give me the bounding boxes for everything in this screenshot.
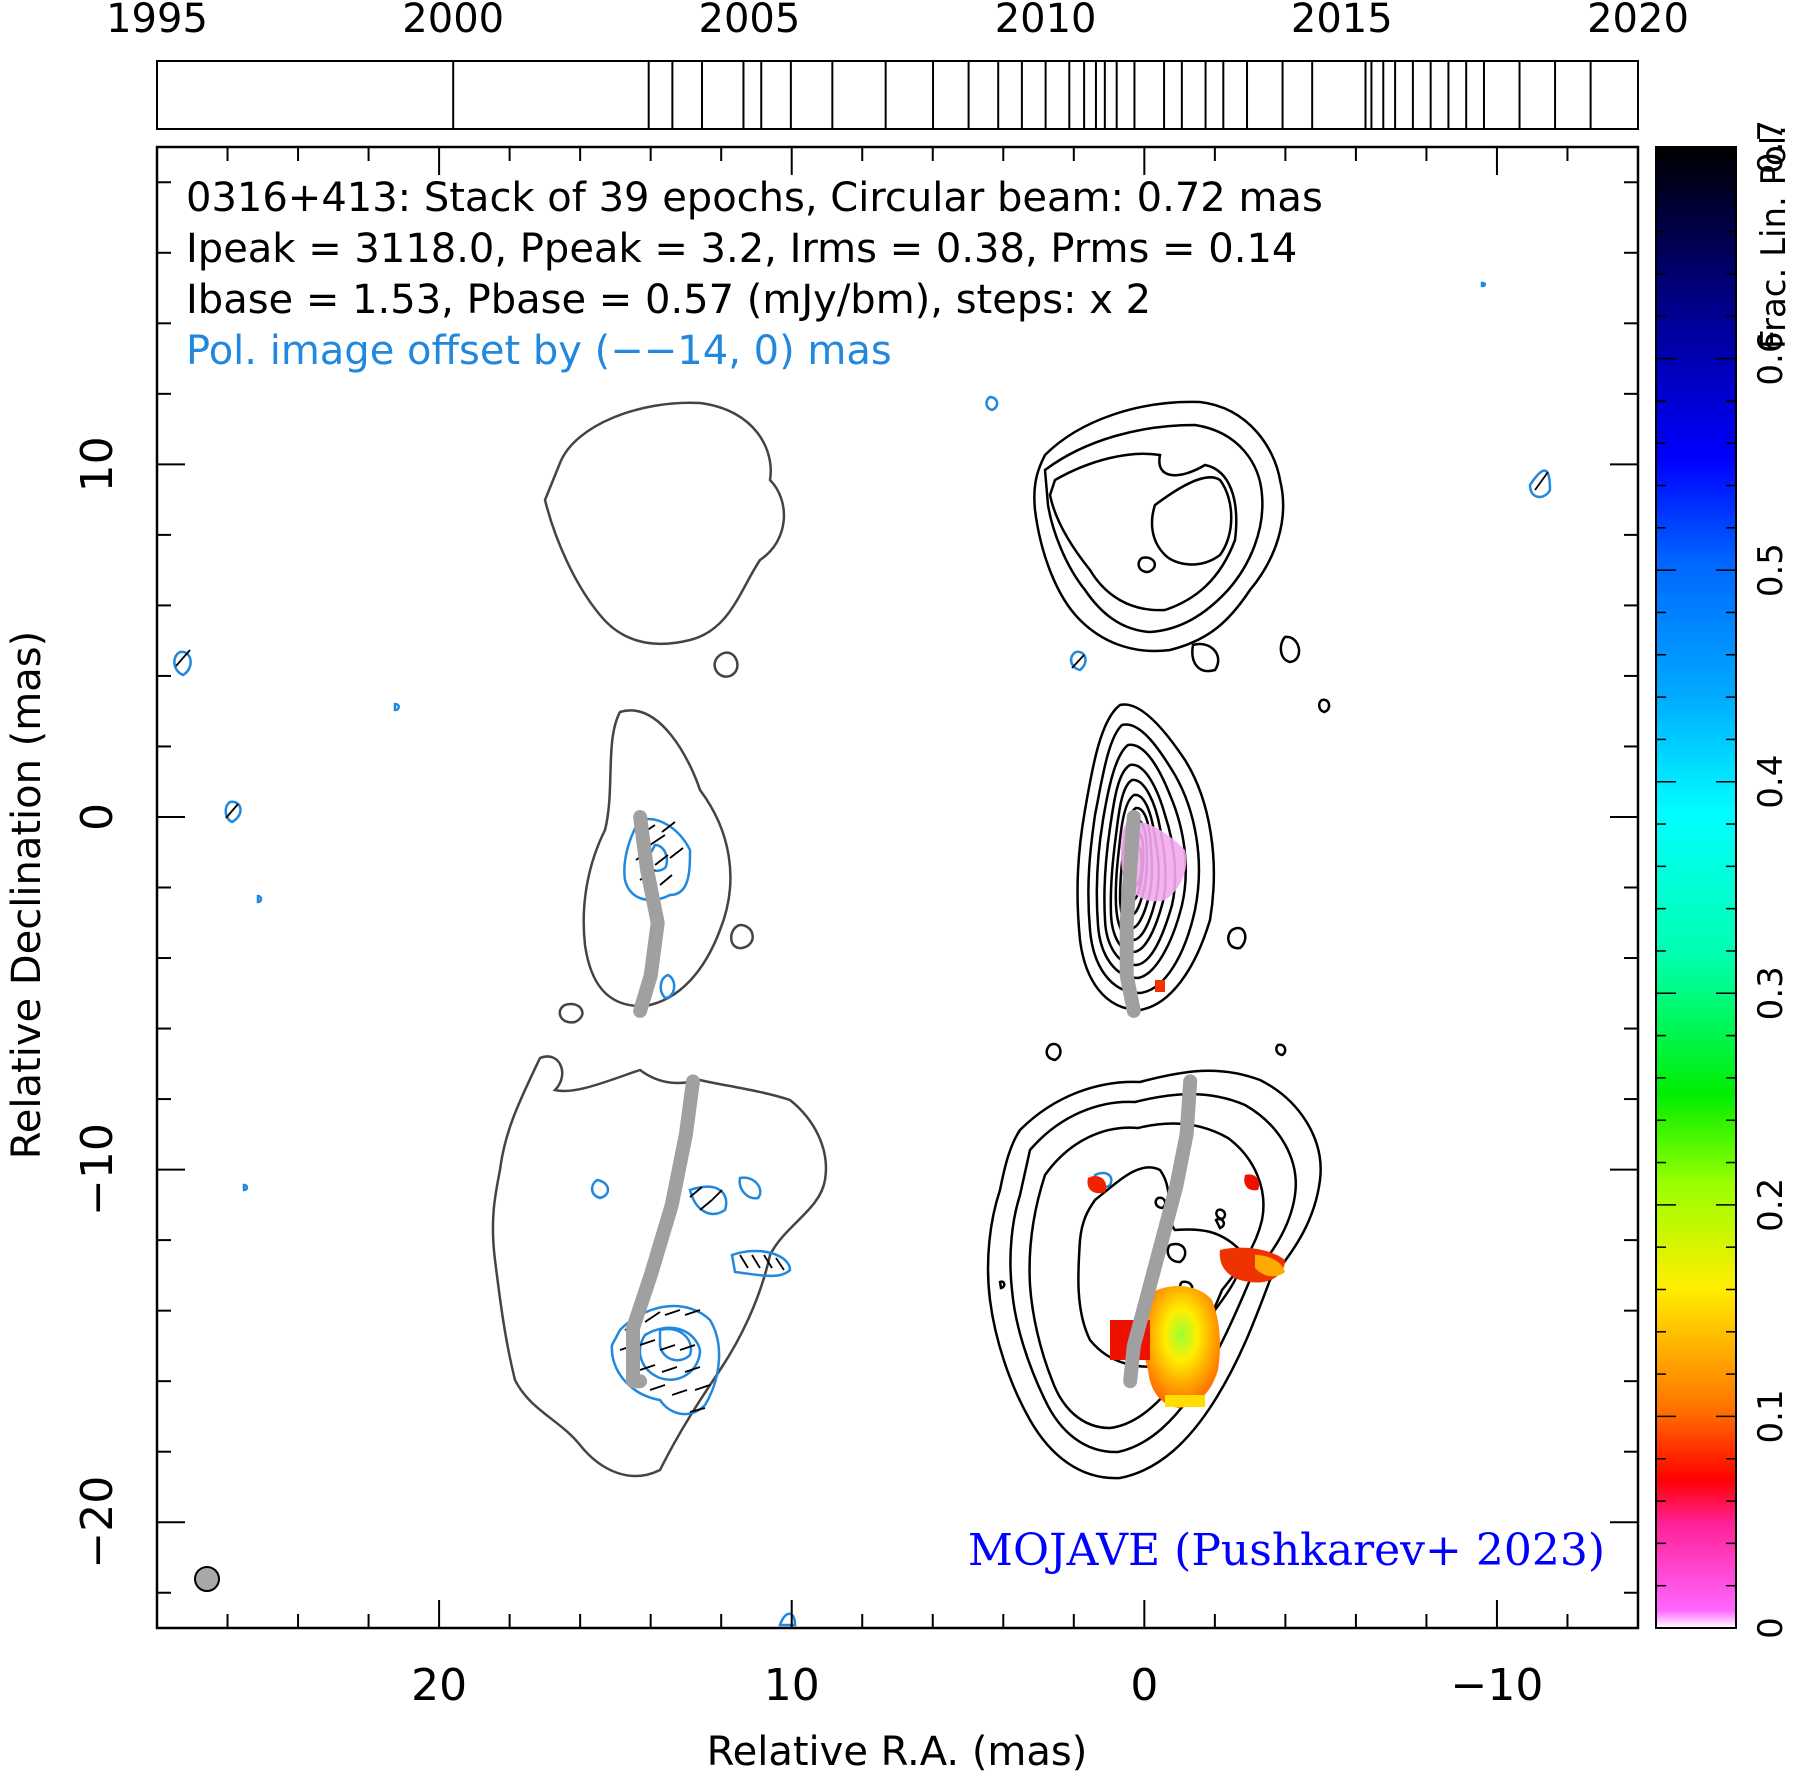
colorbar-tick-label: 0.2 xyxy=(1751,1178,1791,1232)
x-tick-label: 20 xyxy=(411,1660,467,1711)
colorbar-tick-label: 0.6 xyxy=(1751,332,1791,386)
y-tick-label: −20 xyxy=(72,1476,123,1569)
polarization-vectors xyxy=(175,471,1549,1413)
beam-circle xyxy=(194,1566,220,1592)
colorbar: 0 0.1 0.2 0.3 0.4 0.5 0.6 0.7 Frac. Lin. Pol. xyxy=(1655,120,1794,1639)
y-tick-label: −10 xyxy=(72,1123,123,1216)
header-line-4: Pol. image offset by (−−14, 0) mas xyxy=(186,328,892,374)
header-line-1: 0316+413: Stack of 39 epochs, Circular b… xyxy=(186,175,1323,221)
colorbar-title: Frac. Lin. Pol. xyxy=(1754,125,1794,349)
y-axis-title: Relative Declination (mas) xyxy=(4,631,50,1159)
y-tick-label: 0 xyxy=(72,803,123,831)
chart-header: 0316+413: Stack of 39 epochs, Circular b… xyxy=(186,175,1323,374)
y-tick-label: 10 xyxy=(72,436,123,492)
colorbar-tick-label: 0.4 xyxy=(1751,755,1791,809)
timeline-label: 2005 xyxy=(699,0,801,42)
colorbar-tick-label: 0.5 xyxy=(1751,543,1791,597)
x-axis-title: Relative R.A. (mas) xyxy=(707,1729,1088,1775)
x-tick-label: 10 xyxy=(764,1660,820,1711)
x-tick-label: −10 xyxy=(1451,1660,1544,1711)
ridge-line xyxy=(633,810,665,1018)
plot-area xyxy=(173,281,1552,1627)
x-tick-label: 0 xyxy=(1130,1660,1158,1711)
colorbar-tick-label: 0.1 xyxy=(1751,1389,1791,1443)
ridge-line xyxy=(626,1074,700,1389)
ridge-lines xyxy=(626,810,1198,1389)
header-line-2: Ipeak = 3118.0, Ppeak = 3.2, Irms = 0.38… xyxy=(186,226,1297,272)
colorbar-tick-label: 0.3 xyxy=(1751,966,1791,1020)
ridge-line xyxy=(1123,1074,1198,1389)
credit-label: MOJAVE (Pushkarev+ 2023) xyxy=(968,1525,1605,1576)
ridge-line xyxy=(1119,810,1141,1018)
stokes-i-panel-contours xyxy=(491,401,828,1478)
colorbar-tick-label: 0 xyxy=(1751,1617,1791,1639)
timeline-label: 1995 xyxy=(106,0,208,42)
polarization-contours xyxy=(173,281,1552,1627)
header-line-3: Ibase = 1.53, Pbase = 0.57 (mJy/bm), ste… xyxy=(186,277,1151,323)
epoch-timeline: 1995 2000 2005 2010 2015 2020 xyxy=(106,0,1689,130)
timeline-label: 2000 xyxy=(402,0,504,42)
timeline-label: 2020 xyxy=(1587,0,1689,42)
timeline-label: 2015 xyxy=(1291,0,1393,42)
timeline-label: 2010 xyxy=(995,0,1097,42)
axis-tick-labels: 20 10 0 −10 10 0 −10 −20 xyxy=(72,436,1543,1711)
axis-ticks xyxy=(156,147,1639,1628)
colorbar-tick-label: 0.7 xyxy=(1751,120,1791,174)
